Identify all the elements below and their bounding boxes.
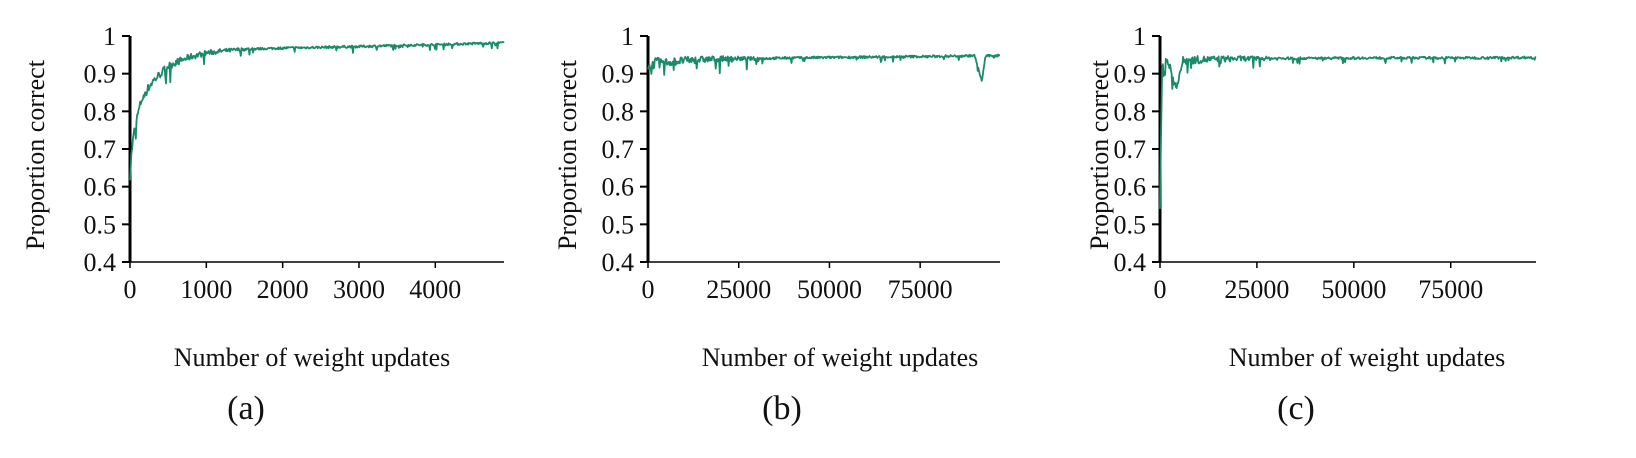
y-tick-label: 0.6	[602, 173, 635, 202]
x-tick-label: 25000	[706, 275, 771, 304]
y-tick-label: 1	[1133, 22, 1146, 51]
panel-caption-a: (a)	[227, 390, 265, 427]
x-tick-label: 3000	[333, 275, 385, 304]
series-line	[647, 53, 1001, 82]
y-tick-label: 1	[621, 22, 634, 51]
y-axis-label: Proportion correct	[21, 59, 50, 250]
panel-caption-b: (b)	[762, 390, 802, 427]
chart-panel-c: Proportion correct Number of weight upda…	[1085, 22, 1537, 372]
tick-labels: 0.4 0.5 0.6 0.7 0.8 0.9 1 0 25000 50000 75000	[1114, 22, 1484, 304]
x-tick-label: 4000	[409, 275, 461, 304]
series-line	[1159, 55, 1537, 209]
y-tick-label: 0.9	[84, 60, 117, 89]
y-tick-label: 0.7	[602, 135, 635, 164]
y-tick-label: 0.4	[602, 248, 635, 277]
x-tick-label: 25000	[1224, 275, 1289, 304]
x-axis-label: Number of weight updates	[702, 343, 979, 372]
plot-area	[1159, 55, 1537, 209]
y-axis-label: Proportion correct	[553, 59, 582, 250]
plot-area	[129, 41, 505, 181]
x-tick-label: 50000	[1321, 275, 1386, 304]
y-tick-label: 0.4	[84, 248, 117, 277]
y-tick-label: 0.6	[1114, 173, 1147, 202]
y-axis-label: Proportion correct	[1085, 59, 1114, 250]
chart-panel-a: Proportion correct Number of weight upda…	[21, 22, 505, 372]
x-tick-label: 50000	[797, 275, 862, 304]
tick-labels: 0.4 0.5 0.6 0.7 0.8 0.9 1 0 25000 50000 75000	[602, 22, 953, 304]
x-tick-label: 75000	[888, 275, 953, 304]
axes	[640, 35, 1000, 268]
x-axis-label: Number of weight updates	[174, 343, 451, 372]
y-tick-label: 0.5	[84, 210, 117, 239]
series-line	[129, 41, 505, 181]
axes	[122, 35, 504, 268]
axes	[1152, 35, 1536, 268]
x-axis-label: Number of weight updates	[1229, 343, 1506, 372]
x-tick-label: 0	[124, 275, 137, 304]
y-tick-label: 0.4	[1114, 248, 1147, 277]
y-tick-label: 0.8	[84, 97, 117, 126]
y-tick-label: 1	[103, 22, 116, 51]
panel-caption-c: (c)	[1277, 390, 1315, 427]
y-tick-label: 0.7	[1114, 135, 1147, 164]
x-tick-label: 0	[1154, 275, 1167, 304]
tick-labels: 0.4 0.5 0.6 0.7 0.8 0.9 1 0 1000 2000 3000 4000	[84, 22, 462, 304]
x-tick-label: 75000	[1418, 275, 1483, 304]
x-tick-label: 2000	[257, 275, 309, 304]
y-tick-label: 0.9	[1114, 60, 1147, 89]
y-tick-label: 0.8	[602, 97, 635, 126]
y-tick-label: 0.6	[84, 173, 117, 202]
y-tick-label: 0.5	[1114, 210, 1147, 239]
x-tick-label: 0	[642, 275, 655, 304]
y-tick-label: 0.9	[602, 60, 635, 89]
chart-panel-b: Proportion correct Number of weight upda…	[553, 22, 1001, 372]
plot-area	[647, 53, 1001, 82]
y-tick-label: 0.8	[1114, 97, 1147, 126]
x-tick-label: 1000	[180, 275, 232, 304]
y-tick-label: 0.5	[602, 210, 635, 239]
y-tick-label: 0.7	[84, 135, 117, 164]
